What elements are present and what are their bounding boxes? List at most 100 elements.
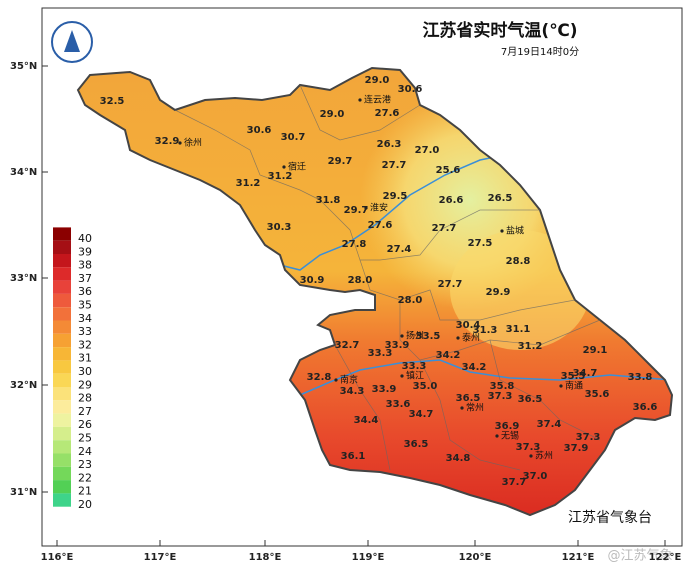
station-temp: 27.7	[438, 279, 463, 290]
lat-label: 33°N	[10, 273, 37, 284]
station-temp: 26.5	[488, 193, 513, 204]
lon-label: 121°E	[562, 552, 595, 563]
station-temp: 27.0	[415, 145, 440, 156]
boundaries	[174, 84, 601, 471]
legend-swatch	[53, 293, 71, 308]
lat-label: 35°N	[10, 61, 37, 72]
station-temp: 33.6	[386, 399, 411, 410]
lon-label: 118°E	[249, 552, 282, 563]
station-temp: 37.3	[488, 391, 513, 402]
legend-label: 35	[78, 299, 92, 312]
legend-label: 26	[78, 418, 92, 431]
station-temp: 33.9	[372, 384, 397, 395]
station-temp: 37.4	[537, 419, 562, 430]
station-temp: 26.6	[439, 195, 464, 206]
lat-label: 31°N	[10, 487, 37, 498]
legend-label: 27	[78, 405, 92, 418]
city-name: 盐城	[506, 225, 524, 237]
station-temp: 36.6	[633, 402, 658, 413]
legend-swatch	[53, 413, 71, 427]
station-temp: 34.2	[462, 362, 487, 373]
city-name: 南京	[340, 374, 358, 386]
city-name: 宿迁	[288, 161, 306, 173]
legend-swatch	[53, 227, 71, 241]
legend-label: 31	[78, 352, 92, 365]
station-temp: 34.4	[354, 415, 379, 426]
legend-label: 23	[78, 458, 92, 471]
city-name: 淮安	[370, 202, 388, 214]
station-temp: 27.5	[468, 238, 493, 249]
legend-swatch	[53, 426, 71, 441]
legend-label: 24	[78, 445, 92, 458]
legend-label: 25	[78, 432, 92, 445]
station-temp: 30.6	[247, 125, 272, 136]
legend-swatch	[53, 453, 71, 467]
station-temp: 36.9	[495, 421, 520, 432]
city-name: 苏州	[535, 450, 553, 462]
city-dot	[178, 141, 182, 145]
station-temp: 35.8	[490, 381, 515, 392]
station-temp: 36.1	[341, 451, 366, 462]
station-temp: 27.7	[432, 223, 457, 234]
station-temp: 37.3	[576, 432, 601, 443]
lon-label: 117°E	[144, 552, 177, 563]
city-dot	[282, 165, 286, 169]
legend-swatch	[53, 307, 71, 321]
legend-label: 39	[78, 245, 92, 258]
station-temp: 27.4	[387, 244, 412, 255]
legend-swatch	[53, 254, 71, 268]
station-temp: 35.5	[561, 371, 586, 382]
city-dot	[559, 384, 563, 388]
legend-swatch	[53, 493, 71, 507]
station-temp: 36.5	[456, 393, 481, 404]
station-temp: 29.7	[328, 156, 353, 167]
station-temp: 33.9	[385, 340, 410, 351]
subtitle: 7月19日14时0分	[501, 46, 579, 58]
legend-swatch	[53, 360, 71, 374]
station-temp: 31.3	[473, 325, 498, 336]
station-temp: 37.7	[502, 477, 527, 488]
legend-swatch	[53, 347, 71, 361]
legend-swatch	[53, 280, 71, 294]
station-temp: 34.3	[340, 386, 365, 397]
station-temp: 32.8	[307, 372, 332, 383]
legend-label: 34	[78, 312, 92, 325]
station-temp: 31.1	[506, 324, 531, 335]
legend-label: 22	[78, 471, 92, 484]
lon-label: 120°E	[459, 552, 492, 563]
station-temp: 36.5	[518, 394, 543, 405]
station-temp: 29.7	[344, 205, 369, 216]
city-dot	[400, 374, 404, 378]
station-temp: 27.6	[368, 220, 393, 231]
station-temp: 25.6	[436, 165, 461, 176]
station-temp: 37.9	[564, 443, 589, 454]
station-temp: 30.9	[300, 275, 325, 286]
city-name: 南通	[565, 380, 583, 392]
legend-label: 32	[78, 338, 92, 351]
city-name: 泰州	[462, 332, 480, 344]
station-temp: 33.3	[368, 348, 393, 359]
city-name: 镇江	[406, 370, 424, 382]
station-temp: 29.0	[320, 109, 345, 120]
legend-swatch	[53, 387, 71, 401]
station-temp: 27.7	[382, 160, 407, 171]
station-temp: 35.0	[413, 381, 438, 392]
legend-label: 30	[78, 365, 92, 378]
city-dot	[495, 434, 499, 438]
legend-swatch	[53, 320, 71, 334]
station-temp: 31.8	[316, 195, 341, 206]
logo	[51, 21, 93, 63]
legend-swatch	[53, 480, 71, 494]
station-temp: 33.5	[416, 331, 441, 342]
legend-swatch	[53, 400, 71, 414]
legend-swatch	[53, 240, 71, 254]
legend-swatch	[53, 440, 71, 454]
city-dot	[460, 406, 464, 410]
watermark: @江苏气象	[607, 548, 672, 564]
footer: 江苏省气象台	[568, 510, 652, 526]
city-name: 扬州	[406, 330, 424, 342]
station-temp: 29.9	[486, 287, 511, 298]
station-temp: 34.7	[573, 368, 598, 379]
station-temp: 37.3	[516, 442, 541, 453]
